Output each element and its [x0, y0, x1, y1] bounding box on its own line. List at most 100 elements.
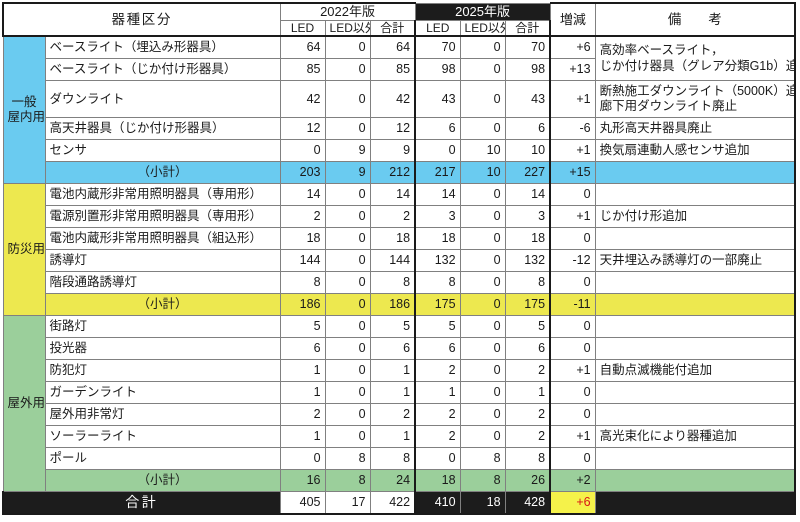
cell-2025-nonled: 0 [459, 117, 506, 141]
header-row-1: 器種区分 2022年版 2025年版 増減 備 考 [1, 1, 797, 37]
cell-2025-total: 10 [504, 139, 552, 163]
cell-2025-led: 3 [414, 205, 461, 229]
subtotal-diff: +2 [549, 469, 596, 493]
subtotal-2025-nonled: 10 [459, 161, 506, 185]
table-row: ガーデンライト 1 0 1 1 0 1 0 [3, 381, 797, 405]
row-item-name: ベースライト（じか付け形器具） [44, 57, 281, 81]
cell-2022-led: 42 [279, 79, 326, 119]
cell-2025-nonled: 0 [459, 425, 506, 449]
cell-2025-nonled: 10 [459, 139, 506, 163]
row-item-name: 階段通路誘導灯 [44, 271, 281, 295]
subtotal-2025-led: 175 [414, 293, 461, 317]
subtotal-2022-total: 24 [369, 469, 416, 493]
table-row: 投光器 6 0 6 6 0 6 0 [3, 337, 797, 361]
cell-2022-led: 8 [279, 271, 326, 295]
cell-2025-nonled: 0 [459, 381, 506, 405]
cell-2025-nonled: 0 [459, 249, 506, 273]
header-year-2025: 2025年版 [414, 2, 551, 21]
subtotal-2022-led: 16 [279, 469, 326, 493]
subtotal-diff: +15 [549, 161, 596, 185]
table-row: 防災用 電池内蔵形非常用照明器具（専用形） 14 0 14 14 0 14 0 [2, 183, 797, 317]
cell-remark: 天井埋込み誘導灯の一部廃止 [594, 249, 797, 273]
cell-2022-nonled: 0 [324, 403, 371, 427]
cell-2025-total: 8 [504, 271, 552, 295]
table-row: 誘導灯 144 0 144 132 0 132 -12 天井埋込み誘導灯の一部廃止 [3, 249, 797, 273]
cell-2025-total: 2 [504, 359, 552, 383]
subtotal-label: （小計） [44, 469, 281, 493]
cell-2025-total: 5 [504, 315, 552, 339]
cell-2022-total: 9 [369, 139, 416, 163]
cell-2022-total: 2 [369, 205, 416, 229]
cell-2022-nonled: 0 [324, 271, 371, 295]
cell-2025-led: 2 [414, 425, 461, 449]
cell-2022-total: 2 [369, 403, 416, 427]
cell-2025-total: 2 [504, 425, 552, 449]
subtotal-remark [594, 293, 797, 317]
table-row: ソーラーライト 1 0 1 2 0 2 +1 高光束化により器種追加 [3, 425, 797, 449]
cell-remark: 高光束化により器種追加 [594, 425, 797, 449]
row-item-name: 防犯灯 [44, 359, 281, 383]
subtotal-2022-nonled: 8 [324, 469, 371, 493]
row-item-name: 投光器 [44, 337, 281, 361]
subtotal-remark [594, 161, 797, 185]
table-row: 電源別置形非常用照明器具（専用形） 2 0 2 3 0 3 +1 じか付け形追加 [3, 205, 797, 229]
table-row: 階段通路誘導灯 8 0 8 8 0 8 0 [3, 271, 797, 295]
cell-2022-nonled: 0 [324, 183, 371, 207]
row-item-name: 街路灯 [44, 315, 281, 339]
table-row: 電池内蔵形非常用照明器具（組込形） 18 0 18 18 0 18 0 [3, 227, 797, 251]
cell-2022-led: 1 [279, 359, 326, 383]
table-row: 高天井器具（じか付け形器具） 12 0 12 6 0 6 -6 丸形高天井器具廃止 [3, 117, 797, 141]
cell-2025-led: 8 [414, 271, 461, 295]
cell-2022-total: 144 [369, 249, 416, 273]
cell-2025-nonled: 0 [459, 183, 506, 207]
cell-2022-total: 6 [369, 337, 416, 361]
cell-2025-total: 1 [504, 381, 552, 405]
cell-2025-total: 98 [504, 57, 552, 81]
row-item-name: ダウンライト [44, 79, 281, 119]
cell-2025-led: 43 [414, 79, 461, 119]
header-remarks: 備 考 [594, 1, 797, 37]
subtotal-2022-total: 212 [369, 161, 416, 185]
table-row: 一般 屋内用 ベースライト（埋込み形器具） 64 0 64 70 0 70 +6 高効率ベースライト… [2, 35, 797, 185]
cell-2025-nonled: 0 [459, 403, 506, 427]
cell-2022-total: 1 [369, 359, 416, 383]
cell-2022-nonled: 0 [324, 227, 371, 251]
cell-2022-total: 14 [369, 183, 416, 207]
grand-total-2025-led: 410 [414, 491, 461, 515]
grand-total-remark [594, 491, 797, 515]
cell-2022-nonled: 0 [324, 117, 371, 141]
cell-remark: 高効率ベースライト， じか付け器具（グレア分類G1b）追加 [594, 35, 797, 81]
cell-2025-led: 18 [414, 227, 461, 251]
cell-remark [594, 337, 797, 361]
grand-total-2025-total: 428 [504, 491, 552, 515]
cell-2025-led: 0 [414, 139, 461, 163]
cell-diff: +1 [549, 205, 596, 229]
cell-2022-total: 8 [369, 271, 416, 295]
cell-2025-total: 70 [504, 35, 552, 59]
cell-2022-led: 85 [279, 57, 326, 81]
cell-2022-nonled: 0 [324, 425, 371, 449]
cell-2022-total: 8 [369, 447, 416, 471]
subtotal-diff: -11 [549, 293, 596, 317]
table-row: ダウンライト 42 0 42 43 0 43 +1 断熱施工ダウンライト（5000K）追加 廊下用… [3, 79, 797, 119]
cell-2025-led: 70 [414, 35, 461, 59]
cell-2022-total: 5 [369, 315, 416, 339]
cell-2022-led: 6 [279, 337, 326, 361]
row-item-name: ソーラーライト [44, 425, 281, 449]
cell-2025-nonled: 0 [459, 359, 506, 383]
cell-diff: +1 [549, 359, 596, 383]
table-row: 屋外用 街路灯 5 0 5 5 0 5 0 [2, 315, 797, 493]
header-2022-total: 合計 [369, 19, 416, 37]
cell-2022-nonled: 0 [324, 315, 371, 339]
cell-2022-nonled: 8 [324, 447, 371, 471]
cell-2022-led: 64 [279, 35, 326, 59]
cell-2022-nonled: 0 [324, 359, 371, 383]
subtotal-label: （小計） [44, 161, 281, 185]
cell-remark [594, 183, 797, 207]
cell-diff: 0 [549, 271, 596, 295]
row-item-name: ベースライト（埋込み形器具） [44, 35, 281, 59]
cell-2022-led: 5 [279, 315, 326, 339]
cell-2025-led: 2 [414, 359, 461, 383]
cell-2025-led: 5 [414, 315, 461, 339]
